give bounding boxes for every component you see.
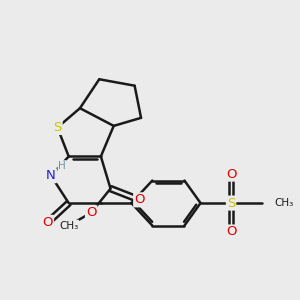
Text: O: O: [226, 226, 236, 238]
Text: O: O: [86, 206, 97, 219]
Text: H: H: [58, 161, 66, 171]
Text: S: S: [53, 121, 62, 134]
Text: O: O: [226, 168, 236, 181]
Text: CH₃: CH₃: [59, 220, 78, 231]
Text: O: O: [43, 216, 53, 229]
Text: O: O: [134, 193, 145, 206]
Text: S: S: [227, 196, 235, 210]
Text: CH₃: CH₃: [274, 198, 294, 208]
Text: N: N: [46, 169, 56, 182]
